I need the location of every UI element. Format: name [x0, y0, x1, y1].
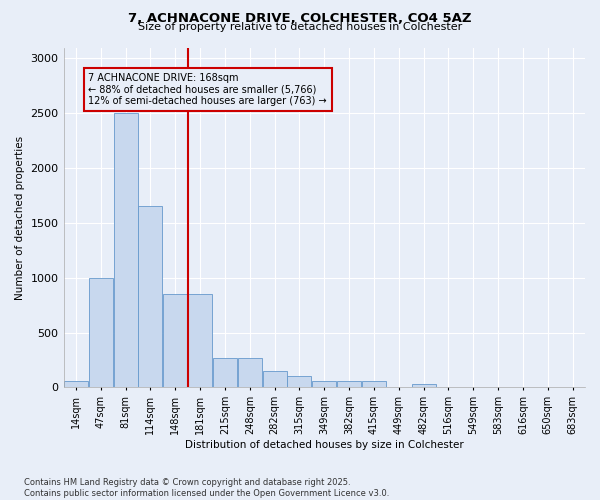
- Bar: [64, 382, 88, 388]
- Bar: [113, 114, 137, 388]
- Bar: [312, 381, 337, 388]
- Bar: [89, 278, 113, 388]
- Text: 7, ACHNACONE DRIVE, COLCHESTER, CO4 5AZ: 7, ACHNACONE DRIVE, COLCHESTER, CO4 5AZ: [128, 12, 472, 26]
- Bar: [238, 358, 262, 388]
- Bar: [337, 381, 361, 388]
- Bar: [263, 371, 287, 388]
- Bar: [213, 358, 237, 388]
- Bar: [188, 294, 212, 388]
- Bar: [163, 294, 187, 388]
- Text: Contains HM Land Registry data © Crown copyright and database right 2025.
Contai: Contains HM Land Registry data © Crown c…: [24, 478, 389, 498]
- Bar: [362, 381, 386, 388]
- Text: 7 ACHNACONE DRIVE: 168sqm
← 88% of detached houses are smaller (5,766)
12% of se: 7 ACHNACONE DRIVE: 168sqm ← 88% of detac…: [88, 72, 327, 106]
- Y-axis label: Number of detached properties: Number of detached properties: [15, 136, 25, 300]
- X-axis label: Distribution of detached houses by size in Colchester: Distribution of detached houses by size …: [185, 440, 464, 450]
- Bar: [412, 384, 436, 388]
- Bar: [287, 376, 311, 388]
- Text: Size of property relative to detached houses in Colchester: Size of property relative to detached ho…: [138, 22, 462, 32]
- Bar: [139, 206, 163, 388]
